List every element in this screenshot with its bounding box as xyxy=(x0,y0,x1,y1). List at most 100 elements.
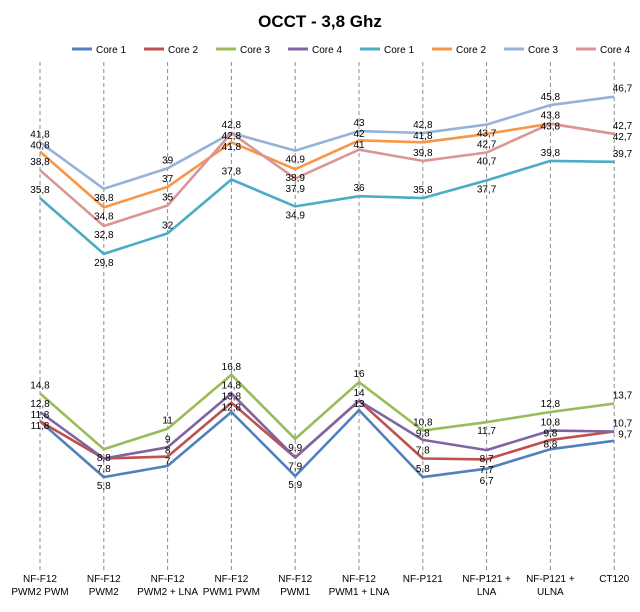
data-label: 42,8 xyxy=(413,120,433,131)
data-label: 9,7 xyxy=(618,430,632,441)
legend-label: Core 4 xyxy=(600,45,630,56)
data-label: 13 xyxy=(353,399,365,410)
series-line xyxy=(39,408,615,479)
data-label: 7,8 xyxy=(416,446,430,457)
data-label: 43,8 xyxy=(541,122,561,133)
data-label: 5,8 xyxy=(416,464,430,475)
data-label: 38,9 xyxy=(285,173,305,184)
x-tick-label: NF-F12 xyxy=(278,574,312,585)
data-label: 36,8 xyxy=(94,193,114,204)
data-label: 42 xyxy=(353,129,365,140)
data-label: 43,7 xyxy=(477,129,497,140)
series-line xyxy=(39,159,615,256)
legend-label: Core 1 xyxy=(384,45,414,56)
data-label: 37,9 xyxy=(285,184,305,195)
legend-label: Core 4 xyxy=(312,45,342,56)
data-label: 38,8 xyxy=(30,157,50,168)
data-label: 41,8 xyxy=(222,142,242,153)
x-tick-label: NF-F12 xyxy=(87,574,121,585)
data-label: 9,8 xyxy=(416,429,430,440)
data-label: 11,8 xyxy=(31,421,50,432)
legend-label: Core 2 xyxy=(456,45,486,56)
x-tick-label: CT120 xyxy=(599,574,629,585)
data-label: 42,8 xyxy=(222,131,242,142)
data-label: 7,9 xyxy=(288,462,302,473)
x-tick-label: NF-F12 xyxy=(151,574,185,585)
data-label: 32 xyxy=(162,220,174,231)
data-label: 12,8 xyxy=(541,399,561,410)
data-label: 43,8 xyxy=(541,111,561,122)
data-label: 32,8 xyxy=(94,230,114,241)
data-label: 37,7 xyxy=(477,184,497,195)
x-tick-label: PWM1 + LNA xyxy=(329,587,390,598)
legend-label: Core 3 xyxy=(528,45,558,56)
data-label: 13,8 xyxy=(222,391,242,402)
data-label: 7 xyxy=(165,456,171,467)
series-line xyxy=(39,373,615,451)
series-lines xyxy=(39,95,615,479)
data-labels: 14,812,811,811,88,87,85,81198716,814,813… xyxy=(30,84,632,492)
data-label: 29,8 xyxy=(94,258,114,269)
data-label: 14,8 xyxy=(222,380,242,391)
data-label: 34,8 xyxy=(94,211,114,222)
legend-label: Core 3 xyxy=(240,45,270,56)
data-label: 8,8 xyxy=(543,440,557,451)
data-label: 46,7 xyxy=(613,84,633,95)
data-label: 9,9 xyxy=(288,443,302,454)
data-label: 42,7 xyxy=(613,121,633,132)
data-label: 40,9 xyxy=(285,155,305,166)
x-tick-label: NF-P121 + xyxy=(462,574,511,585)
data-label: 40,7 xyxy=(477,157,497,168)
data-label: 42,7 xyxy=(477,140,497,151)
data-label: 10,8 xyxy=(541,418,561,429)
chart-title: OCCT - 3,8 Ghz xyxy=(258,12,382,31)
legend-label: Core 2 xyxy=(168,45,198,56)
data-label: 35,8 xyxy=(30,185,50,196)
x-tick-labels: NF-F12 PWM2 PWM NF-F12 PWM2 NF-F12 PWM2 + LNA… xyxy=(11,574,629,598)
legend-label: Core 1 xyxy=(96,45,126,56)
data-label: 13,7 xyxy=(613,391,633,402)
data-label: 42,8 xyxy=(222,120,242,131)
series-line xyxy=(39,122,615,209)
data-label: 8,7 xyxy=(480,454,494,465)
x-tick-label: PWM2 PWM xyxy=(11,587,68,598)
data-label: 14 xyxy=(353,388,365,399)
x-tick-label: PWM1 PWM xyxy=(203,587,260,598)
data-label: 45,8 xyxy=(541,92,561,103)
data-label: 10,8 xyxy=(413,418,433,429)
data-label: 9,8 xyxy=(543,429,557,440)
x-tick-label: NF-F12 xyxy=(214,574,248,585)
x-tick-label: ULNA xyxy=(537,587,564,598)
series-line xyxy=(39,95,615,191)
gridlines xyxy=(39,62,615,570)
data-label: 6,7 xyxy=(480,476,494,487)
data-label: 5,9 xyxy=(288,480,302,491)
data-label: 40,8 xyxy=(30,140,50,151)
data-label: 34,9 xyxy=(285,210,305,221)
data-label: 35 xyxy=(162,193,174,204)
data-label: 39,8 xyxy=(413,148,433,159)
x-tick-label: NF-F12 xyxy=(23,574,57,585)
data-label: 41,8 xyxy=(413,131,433,142)
data-label: 37,8 xyxy=(222,167,242,178)
x-tick-label: PWM2 + LNA xyxy=(137,587,198,598)
data-label: 11,7 xyxy=(477,426,496,437)
data-label: 5,8 xyxy=(97,481,111,492)
data-label: 41 xyxy=(353,140,365,151)
x-tick-label: NF-P121 xyxy=(403,574,443,585)
x-tick-label: PWM2 xyxy=(89,587,119,598)
x-tick-label: LNA xyxy=(477,587,497,598)
data-label: 37 xyxy=(162,174,174,185)
data-label: 9 xyxy=(165,434,171,445)
data-label: 8,8 xyxy=(97,453,111,464)
data-label: 16,8 xyxy=(222,362,242,373)
data-label: 16 xyxy=(353,369,365,380)
data-label: 42,7 xyxy=(613,132,633,143)
data-label: 14,8 xyxy=(30,380,50,391)
x-tick-label: NF-P121 + xyxy=(526,574,575,585)
data-label: 11 xyxy=(162,416,173,427)
data-label: 36 xyxy=(353,183,365,194)
legend: Core 1 Core 2 Core 3 Core 4 Core 1 Core 2 Core… xyxy=(72,45,630,56)
series-line xyxy=(39,392,615,460)
